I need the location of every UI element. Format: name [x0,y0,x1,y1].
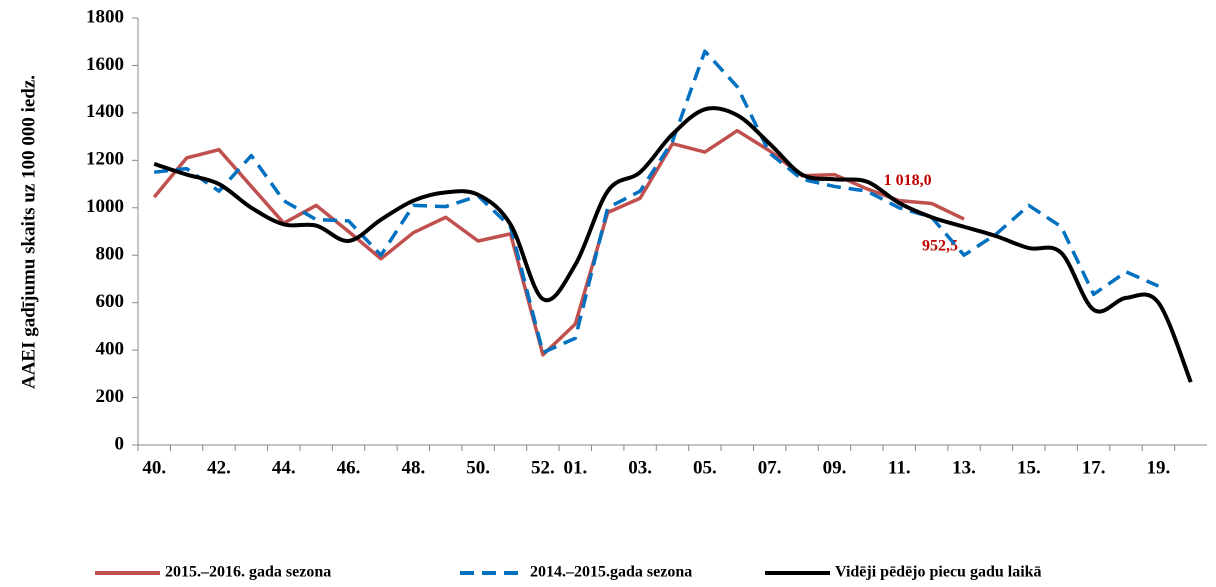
x-tick-label: 11. [888,457,911,478]
y-tick-label: 1000 [86,196,124,217]
x-tick-label: 52. [531,457,555,478]
y-tick-label: 400 [96,338,125,359]
data-label: 1 018,0 [884,172,932,189]
x-tick-label: 07. [758,457,782,478]
x-tick-label: 48. [401,457,425,478]
legend-label: Vidēji pēdējo piecu gadu laikā [835,564,1042,581]
y-tick-label: 800 [96,244,125,265]
y-tick-label: 1200 [86,149,124,170]
x-tick-label: 09. [823,457,847,478]
series-line [152,128,965,357]
x-tick-label: 42. [207,457,231,478]
y-tick-label: 200 [96,386,125,407]
y-tick-label: 0 [115,433,125,454]
x-tick-label: 50. [466,457,490,478]
y-tick-label: 600 [96,291,125,312]
x-tick-label: 15. [1017,457,1041,478]
y-tick-label: 1600 [86,54,124,75]
x-tick-label: 13. [952,457,976,478]
y-tick-label: 1400 [86,101,124,122]
series-line [154,49,1160,355]
x-tick-label: 44. [272,457,296,478]
x-tick-label: 17. [1082,457,1106,478]
x-tick-label: 01. [563,457,587,478]
legend-label: 2015.–2016. gada sezona [165,564,331,581]
x-tick-label: 46. [337,457,361,478]
data-label: 952,5 [922,238,958,255]
series-line [153,106,1193,383]
y-tick-label: 1800 [86,6,124,27]
x-tick-label: 05. [693,457,717,478]
x-tick-label: 19. [1147,457,1171,478]
y-axis-label: AAEI gadījumu skaits uz 100 000 iedz. [18,75,39,389]
legend-label: 2014.–2015.gada sezona [530,564,692,581]
x-tick-label: 03. [628,457,652,478]
x-tick-label: 40. [142,457,166,478]
